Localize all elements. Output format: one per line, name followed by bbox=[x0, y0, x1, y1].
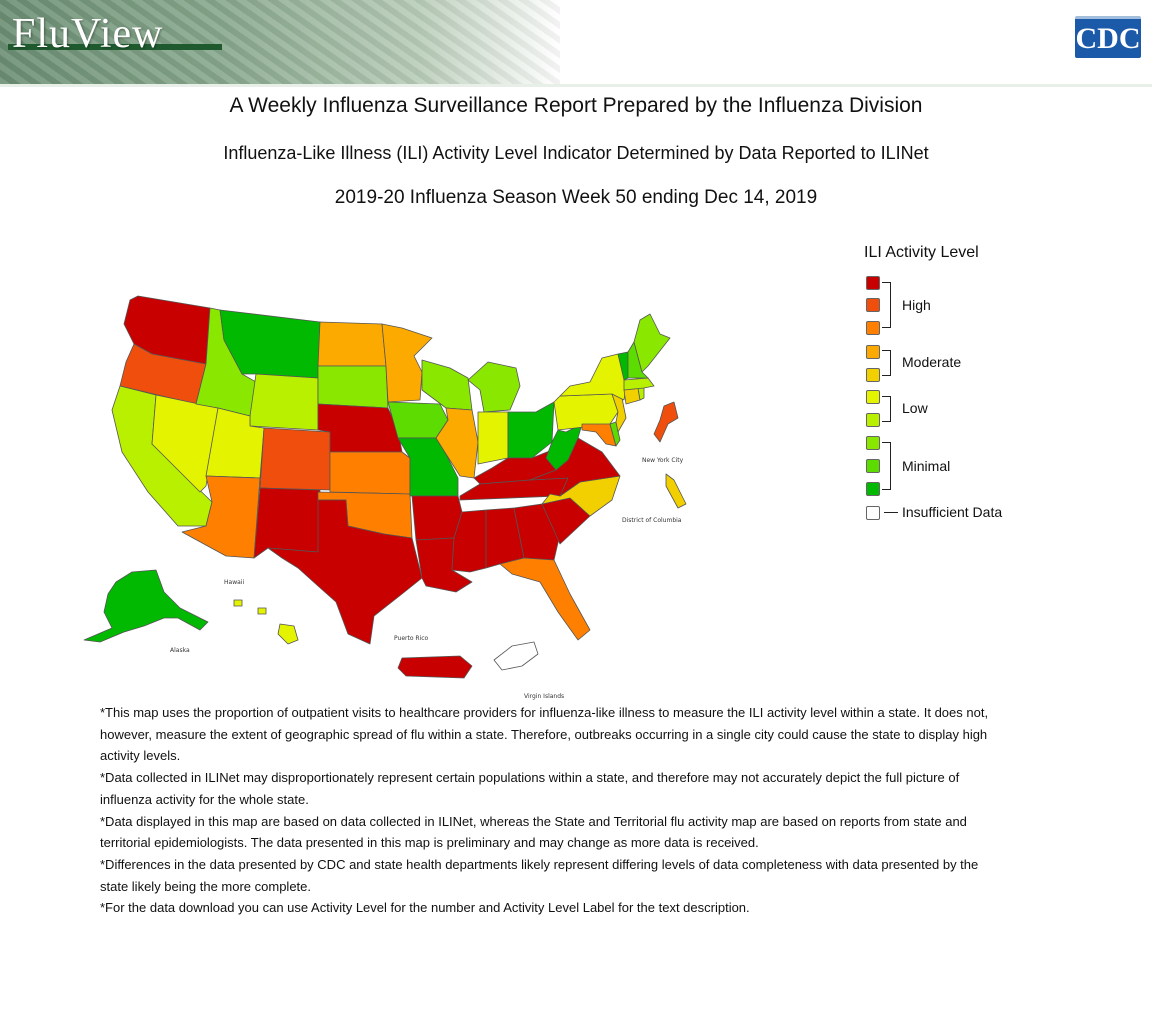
state-massachusetts[interactable] bbox=[623, 377, 655, 391]
state-colorado[interactable] bbox=[259, 427, 331, 491]
legend-swatch-level-1 bbox=[866, 482, 880, 496]
report-week: 2019-20 Influenza Season Week 50 ending … bbox=[334, 187, 818, 208]
label-puerto-rico: Puerto Rico bbox=[394, 635, 429, 642]
cdc-logo-text: CDC bbox=[1075, 22, 1141, 55]
state-michigan[interactable] bbox=[467, 361, 521, 413]
label-new-york-city: New York City bbox=[642, 457, 684, 464]
fluview-logo[interactable]: FluView bbox=[12, 11, 164, 57]
state-wyoming[interactable] bbox=[249, 373, 319, 431]
territory-puerto-rico[interactable] bbox=[397, 655, 473, 679]
legend-bracket-moderate bbox=[882, 350, 891, 376]
state-west-virginia[interactable] bbox=[545, 423, 583, 471]
state-hawaii-maui[interactable] bbox=[257, 607, 267, 615]
inset-new-york-city[interactable] bbox=[653, 401, 679, 443]
legend-swatch-level-5 bbox=[866, 390, 880, 404]
ili-activity-map: New York City District of Columbia Hawai… bbox=[83, 295, 687, 700]
state-maine[interactable] bbox=[633, 313, 671, 373]
label-hawaii: Hawaii bbox=[224, 579, 244, 586]
map-legend: ILI Activity Level High Moderate Low Min… bbox=[864, 244, 1064, 534]
label-virgin-islands: Virgin Islands bbox=[524, 693, 564, 700]
legend-swatch-level-6 bbox=[866, 368, 880, 382]
legend-swatch-level-10 bbox=[866, 276, 880, 290]
note-5: *For the data download you can use Activ… bbox=[100, 900, 750, 916]
state-new-york[interactable] bbox=[559, 353, 627, 401]
state-iowa[interactable] bbox=[387, 401, 449, 439]
legend-swatch-level-3 bbox=[866, 436, 880, 450]
state-indiana[interactable] bbox=[477, 411, 509, 465]
banner-divider bbox=[0, 84, 1152, 87]
note-3: *Data displayed in this map are based on… bbox=[100, 813, 967, 851]
legend-swatch-level-8 bbox=[866, 321, 880, 335]
state-wisconsin[interactable] bbox=[421, 359, 473, 411]
state-arizona[interactable] bbox=[181, 475, 261, 559]
state-hawaii[interactable] bbox=[277, 623, 299, 645]
state-north-dakota[interactable] bbox=[317, 321, 387, 367]
state-hawaii-oahu[interactable] bbox=[233, 599, 243, 607]
legend-swatch-level-7 bbox=[866, 345, 880, 359]
state-florida[interactable] bbox=[499, 557, 591, 641]
legend-label-low: Low bbox=[902, 400, 928, 416]
state-idaho[interactable] bbox=[195, 307, 257, 417]
legend-label-minimal: Minimal bbox=[902, 458, 951, 474]
cdc-logo[interactable]: CDC bbox=[1075, 16, 1141, 58]
label-alaska: Alaska bbox=[170, 647, 190, 654]
legend-swatch-level-4 bbox=[866, 413, 880, 427]
map-notes: *This map uses the proportion of outpati… bbox=[100, 702, 1000, 919]
state-new-mexico[interactable] bbox=[253, 487, 321, 559]
state-illinois[interactable] bbox=[435, 407, 479, 479]
state-south-dakota[interactable] bbox=[317, 365, 389, 409]
legend-dash-insufficient bbox=[884, 512, 898, 513]
state-connecticut[interactable] bbox=[623, 387, 641, 405]
state-new-hampshire[interactable] bbox=[627, 341, 649, 379]
state-alaska[interactable] bbox=[83, 569, 209, 643]
note-1: *This map uses the proportion of outpati… bbox=[100, 705, 989, 764]
report-subtitle: Influenza-Like Illness (ILI) Activity Le… bbox=[223, 143, 929, 163]
legend-label-moderate: Moderate bbox=[902, 354, 962, 370]
state-texas[interactable] bbox=[267, 499, 423, 645]
header-banner: FluView CDC bbox=[0, 0, 1152, 87]
legend-swatch-level-2 bbox=[866, 459, 880, 473]
territory-virgin-islands[interactable] bbox=[493, 641, 539, 671]
state-nebraska[interactable] bbox=[317, 403, 403, 453]
label-district-of-columbia: District of Columbia bbox=[622, 517, 682, 524]
legend-bracket-minimal bbox=[882, 442, 891, 490]
legend-label-high: High bbox=[902, 297, 931, 313]
legend-bracket-low bbox=[882, 396, 891, 422]
legend-label-insufficient: Insufficient Data bbox=[902, 504, 1003, 520]
inset-district-of-columbia[interactable] bbox=[665, 473, 687, 509]
state-kansas[interactable] bbox=[329, 451, 411, 495]
note-4: *Differences in the data presented by CD… bbox=[100, 856, 979, 894]
state-ohio[interactable] bbox=[507, 401, 555, 459]
state-delaware[interactable] bbox=[609, 421, 621, 447]
legend-bracket-high bbox=[882, 282, 891, 328]
note-2: *Data collected in ILINet may disproport… bbox=[100, 770, 960, 807]
legend-title: ILI Activity Level bbox=[864, 244, 979, 261]
state-arkansas[interactable] bbox=[411, 495, 463, 541]
banner-artwork bbox=[0, 0, 560, 84]
report-title: A Weekly Influenza Surveillance Report P… bbox=[229, 94, 923, 117]
legend-swatch-insufficient bbox=[866, 506, 880, 520]
legend-swatch-level-9 bbox=[866, 298, 880, 312]
fluview-logo-bar bbox=[8, 44, 222, 50]
